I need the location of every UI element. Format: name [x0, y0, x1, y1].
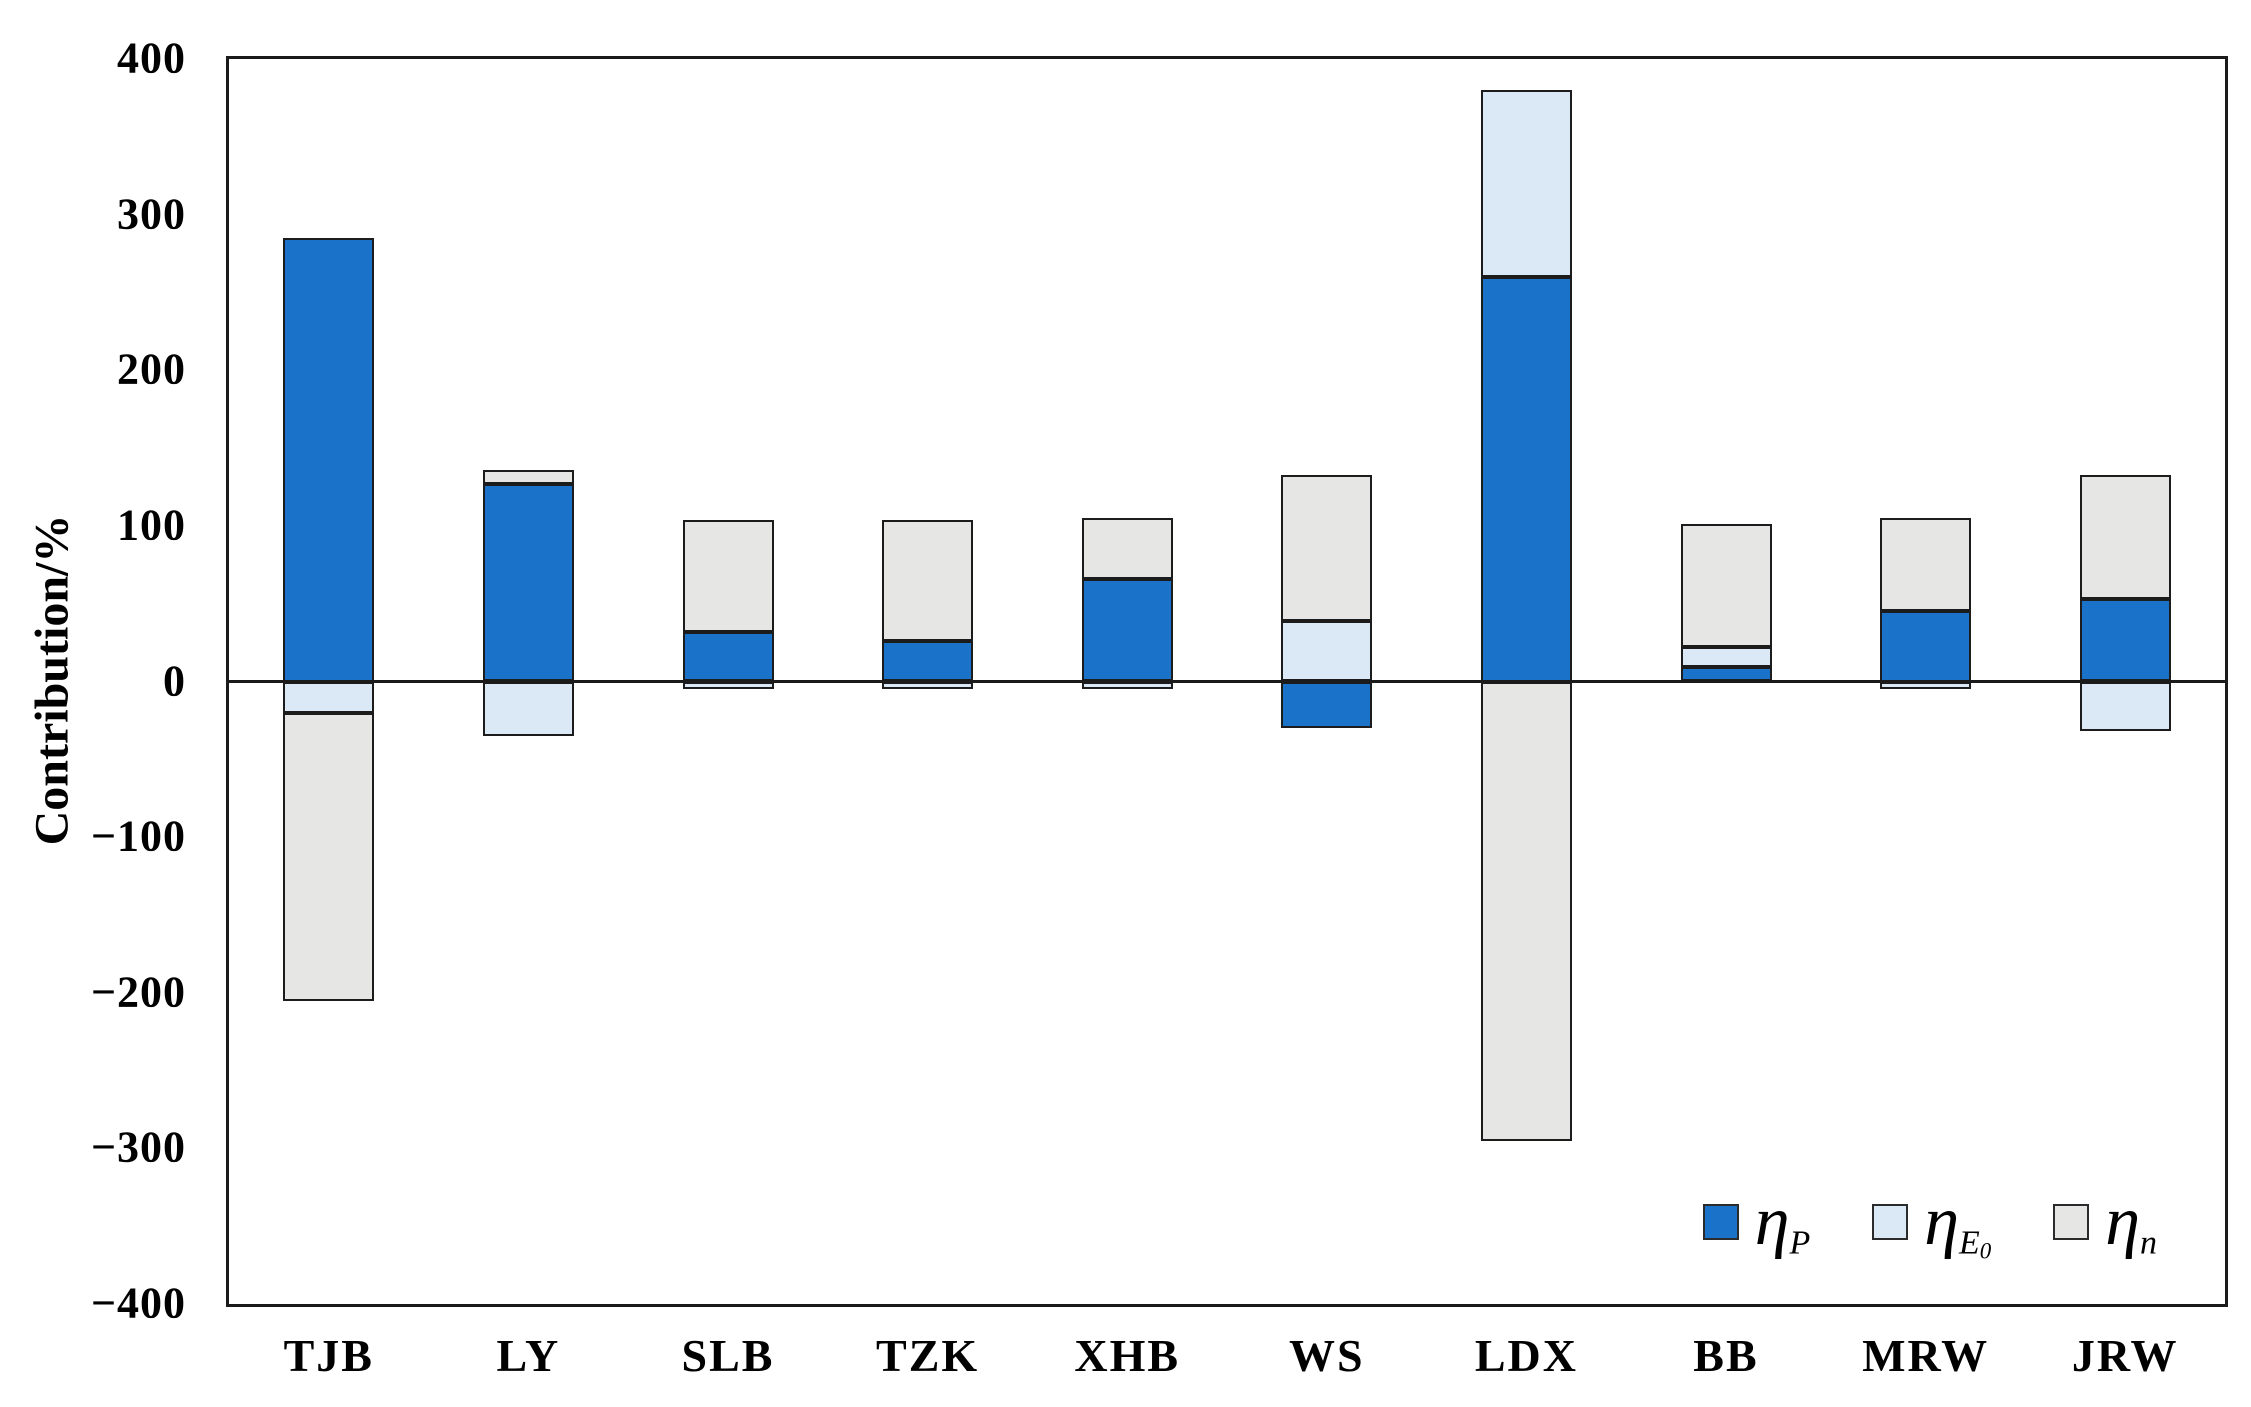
x-category-label-tjb: TJB: [283, 1330, 374, 1381]
zero-baseline: [226, 680, 2228, 683]
y-tick-label: −200: [90, 967, 186, 1017]
x-category-label-ldx: LDX: [1474, 1330, 1578, 1381]
bar-segment-slb-eta_n: [682, 519, 774, 632]
bar-segment-xhb-eta_n: [1081, 518, 1173, 579]
x-category-label-jrw: JRW: [2071, 1330, 2179, 1381]
bar-segment-ws-eta_P: [1281, 681, 1373, 729]
bar-segment-jrw-eta_n: [2079, 474, 2171, 600]
legend-item-eta-e0: ηE0: [1872, 1183, 1992, 1264]
x-category-label-mrw: MRW: [1862, 1330, 1990, 1381]
y-tick-label: −400: [90, 1278, 186, 1328]
x-category-label-ly: LY: [496, 1330, 561, 1381]
y-tick-label: 100: [117, 500, 186, 550]
bar-segment-mrw-eta_n: [1880, 518, 1972, 612]
bar-segment-ws-eta_E0: [1281, 620, 1373, 682]
y-axis-tick-labels: 400 300 200 100 0 −100 −200 −300 −400: [0, 33, 186, 1327]
y-tick-label: 400: [117, 33, 186, 83]
bar-segment-tjb-eta_E0: [283, 681, 375, 713]
legend-swatch-eta-p: [1702, 1204, 1739, 1240]
x-category-label-xhb: XHB: [1074, 1330, 1181, 1381]
legend-item-eta-n: ηn: [2053, 1183, 2157, 1262]
bar-segment-slb-eta_P: [682, 631, 774, 682]
bar-segment-bb-eta_n: [1680, 524, 1772, 648]
y-tick-label: 0: [163, 655, 186, 705]
x-category-label-slb: SLB: [681, 1330, 775, 1381]
y-tick-label: −100: [90, 811, 186, 861]
bar-segment-bb-eta_E0: [1680, 647, 1772, 668]
bar-segment-tzk-eta_n: [882, 519, 974, 642]
legend: ηP ηE0 ηn: [1702, 1183, 2157, 1264]
bar-segment-ldx-eta_P: [1480, 276, 1572, 682]
legend-swatch-eta-n: [2053, 1204, 2090, 1240]
x-category-label-tzk: TZK: [876, 1330, 980, 1381]
bar-segment-jrw-eta_E0: [2079, 681, 2171, 732]
bar-segment-ws-eta_n: [1281, 474, 1373, 621]
x-category-label-bb: BB: [1693, 1330, 1759, 1381]
bar-segment-ly-eta_P: [482, 483, 574, 682]
legend-label-eta-n: ηn: [2105, 1183, 2157, 1262]
y-tick-label: −300: [90, 1122, 186, 1172]
y-tick-label: 300: [117, 189, 186, 239]
bar-segment-ldx-eta_E0: [1480, 90, 1572, 277]
bar-segment-xhb-eta_P: [1081, 578, 1173, 682]
plot-area: ηP ηE0 ηn: [226, 56, 2228, 1307]
bar-segment-tjb-eta_n: [283, 712, 375, 1001]
x-axis-category-labels: TJB LY SLB TZK XHB WS LDX BB MRW JRW: [229, 1316, 2225, 1396]
bar-segment-jrw-eta_P: [2079, 599, 2171, 682]
bar-segment-ly-eta_E0: [482, 681, 574, 736]
legend-label-eta-p: ηP: [1754, 1183, 1811, 1262]
x-category-label-ws: WS: [1289, 1330, 1365, 1381]
legend-item-eta-p: ηP: [1702, 1183, 1811, 1262]
bar-segment-mrw-eta_P: [1880, 611, 1972, 682]
bar-segment-tjb-eta_P: [283, 237, 375, 682]
legend-label-eta-e0: ηE0: [1924, 1183, 1992, 1264]
bar-segment-tzk-eta_P: [882, 641, 974, 682]
y-tick-label: 200: [117, 344, 186, 394]
bar-segment-ldx-eta_n: [1480, 681, 1572, 1141]
bar-segment-ly-eta_n: [482, 469, 574, 484]
legend-swatch-eta-e0: [1872, 1204, 1909, 1240]
